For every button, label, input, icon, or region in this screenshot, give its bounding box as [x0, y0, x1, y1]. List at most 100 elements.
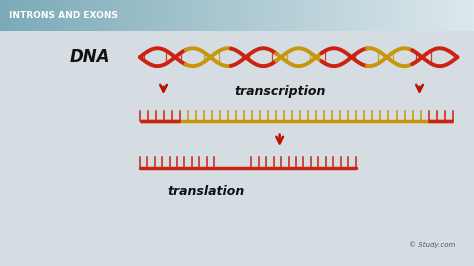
Bar	[334, 0, 337, 31]
Bar	[123, 0, 126, 31]
Bar	[251, 0, 254, 31]
Bar	[408, 0, 410, 31]
Bar	[467, 0, 469, 31]
Bar	[294, 0, 296, 31]
Bar	[299, 0, 301, 31]
Bar	[66, 0, 69, 31]
Bar	[465, 0, 467, 31]
Bar	[2, 0, 5, 31]
Bar	[277, 0, 280, 31]
Bar	[76, 0, 78, 31]
Bar	[121, 0, 123, 31]
Bar	[97, 0, 100, 31]
Bar	[356, 0, 358, 31]
Bar	[228, 0, 230, 31]
Bar	[95, 0, 97, 31]
Bar	[118, 0, 121, 31]
Bar	[386, 0, 389, 31]
Bar	[329, 0, 332, 31]
Bar	[403, 0, 405, 31]
Bar	[315, 0, 318, 31]
Bar	[130, 0, 133, 31]
Bar	[81, 0, 83, 31]
Bar	[31, 0, 33, 31]
Bar	[235, 0, 237, 31]
Bar	[104, 0, 107, 31]
Bar	[52, 0, 55, 31]
Bar	[33, 0, 36, 31]
Bar	[301, 0, 303, 31]
Bar	[306, 0, 308, 31]
Bar	[450, 0, 453, 31]
Bar	[40, 0, 43, 31]
Bar	[175, 0, 178, 31]
Bar	[389, 0, 391, 31]
Bar	[50, 0, 52, 31]
Bar	[346, 0, 348, 31]
Bar	[273, 0, 275, 31]
Bar	[194, 0, 197, 31]
Bar	[263, 0, 265, 31]
Bar	[9, 0, 12, 31]
Bar	[5, 0, 7, 31]
Bar	[36, 0, 38, 31]
Bar	[453, 0, 455, 31]
Bar	[242, 0, 244, 31]
Bar	[223, 0, 225, 31]
Bar	[161, 0, 164, 31]
Bar	[310, 0, 313, 31]
Bar	[374, 0, 377, 31]
Bar	[232, 0, 235, 31]
Bar	[244, 0, 246, 31]
Bar	[358, 0, 360, 31]
Bar	[116, 0, 118, 31]
Bar	[197, 0, 199, 31]
Bar	[17, 0, 19, 31]
Bar	[379, 0, 382, 31]
Bar	[320, 0, 322, 31]
Bar	[156, 0, 159, 31]
Bar	[396, 0, 398, 31]
Bar	[275, 0, 277, 31]
Bar	[341, 0, 344, 31]
Bar	[313, 0, 315, 31]
Bar	[135, 0, 137, 31]
Bar	[159, 0, 161, 31]
Bar	[109, 0, 111, 31]
Bar	[142, 0, 145, 31]
Bar	[441, 0, 443, 31]
Bar	[237, 0, 239, 31]
Bar	[173, 0, 175, 31]
Bar	[401, 0, 403, 31]
Bar	[410, 0, 412, 31]
Bar	[90, 0, 92, 31]
Bar	[412, 0, 415, 31]
Bar	[443, 0, 446, 31]
Bar	[322, 0, 325, 31]
Bar	[107, 0, 109, 31]
Bar	[128, 0, 130, 31]
Bar	[382, 0, 384, 31]
Bar	[190, 0, 192, 31]
Bar	[55, 0, 57, 31]
Bar	[154, 0, 156, 31]
Bar	[419, 0, 422, 31]
Bar	[457, 0, 460, 31]
Bar	[377, 0, 379, 31]
Text: INTRONS AND EXONS: INTRONS AND EXONS	[9, 11, 119, 20]
Bar	[185, 0, 187, 31]
Bar	[372, 0, 374, 31]
Bar	[88, 0, 90, 31]
Bar	[102, 0, 104, 31]
Bar	[370, 0, 372, 31]
Bar	[83, 0, 85, 31]
Text: © Study.com: © Study.com	[409, 241, 455, 248]
Bar	[147, 0, 149, 31]
Bar	[296, 0, 299, 31]
Bar	[448, 0, 450, 31]
Bar	[199, 0, 201, 31]
Bar	[363, 0, 365, 31]
Bar	[438, 0, 441, 31]
Bar	[166, 0, 168, 31]
Bar	[254, 0, 256, 31]
